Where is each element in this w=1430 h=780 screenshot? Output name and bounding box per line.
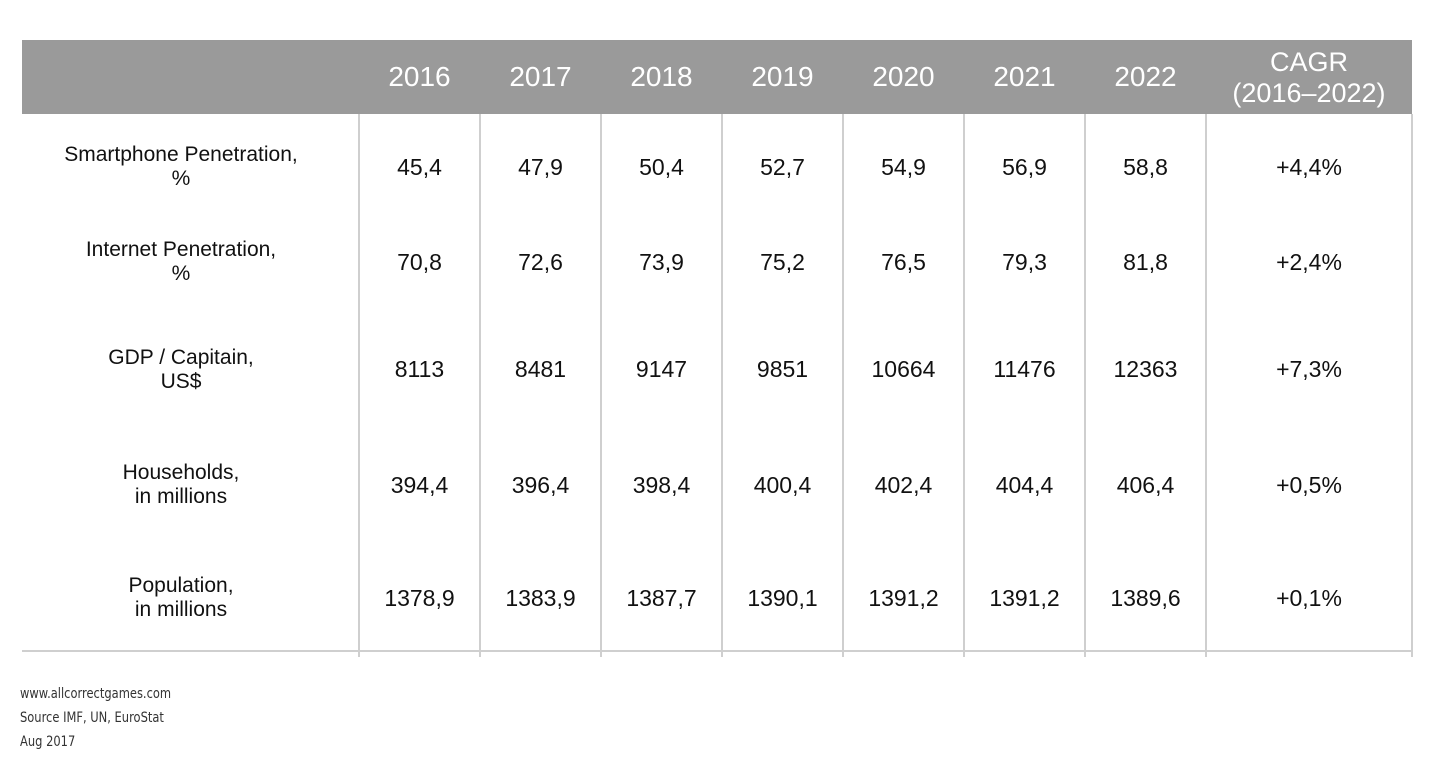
table-cell: 73,9 [600, 208, 722, 316]
table-cell: 45,4 [358, 114, 480, 208]
table-row-gdp-per-capita: GDP / Capitain, US$ 8113 8481 9147 9851 … [22, 316, 1413, 423]
cagr-cell: +0,5% [1205, 423, 1413, 547]
year-header-2017: 2017 [509, 61, 572, 92]
table-cell: 8113 [358, 316, 480, 423]
table-cell: 52,7 [721, 114, 843, 208]
table-row-smartphone-penetration: Smartphone Penetration, % 45,4 47,9 50,4… [22, 114, 1413, 208]
table-cell: 1391,2 [963, 547, 1085, 657]
row-label-line-1: Smartphone Penetration, [64, 143, 298, 166]
row-label-line-1: GDP / Capitain, [108, 345, 254, 369]
row-label: Households, in millions [22, 423, 359, 547]
row-label-line-2: in millions [134, 485, 228, 508]
table-cell: 404,4 [963, 423, 1085, 547]
table-cell: 1390,1 [721, 547, 843, 657]
year-header-2016: 2016 [388, 61, 451, 92]
footer-source: Source IMF, UN, EuroStat [20, 710, 164, 726]
data-table-container: 2016 2017 2018 2019 2020 2021 2022 CAGR … [22, 40, 1413, 657]
cagr-cell: +7,3% [1205, 316, 1413, 423]
table-row-internet-penetration: Internet Penetration, % 70,8 72,6 73,9 7… [22, 208, 1413, 316]
cagr-cell: +4,4% [1205, 114, 1413, 208]
table-cell: 1383,9 [479, 547, 601, 657]
table-row-households: Households, in millions 394,4 396,4 398,… [22, 423, 1413, 547]
cagr-header-title: CAGR [1269, 47, 1348, 77]
table-bottom-divider [22, 650, 1412, 652]
table-cell: 396,4 [479, 423, 601, 547]
table-cell: 402,4 [842, 423, 964, 547]
year-header-2019: 2019 [751, 61, 814, 92]
table-header-row: 2016 2017 2018 2019 2020 2021 2022 CAGR … [22, 40, 1412, 114]
footer-date: Aug 2017 [20, 734, 76, 750]
footer-website: www.allcorrectgames.com [20, 686, 172, 702]
table-cell: 394,4 [358, 423, 480, 547]
cagr-cell: +2,4% [1205, 208, 1413, 316]
table-cell: 1391,2 [842, 547, 964, 657]
header-corner-cell [22, 40, 359, 114]
table-cell: 76,5 [842, 208, 964, 316]
table-cell: 1378,9 [358, 547, 480, 657]
year-header-2020: 2020 [872, 61, 935, 92]
row-label-line-1: Internet Penetration, [85, 238, 277, 261]
year-header-2021: 2021 [993, 61, 1056, 92]
table-cell: 56,9 [963, 114, 1085, 208]
table-cell: 79,3 [963, 208, 1085, 316]
table-cell: 9147 [600, 316, 722, 423]
row-label: Internet Penetration, % [22, 208, 359, 316]
footer-notes: www.allcorrectgames.com Source IMF, UN, … [20, 682, 171, 754]
table-cell: 9851 [721, 316, 843, 423]
row-label: Population, in millions [22, 547, 359, 657]
cagr-cell: +0,1% [1205, 547, 1413, 657]
table-cell: 1389,6 [1084, 547, 1206, 657]
row-label: GDP / Capitain, US$ [22, 316, 359, 423]
table-row-population: Population, in millions 1378,9 1383,9 13… [22, 547, 1413, 657]
table-cell: 10664 [842, 316, 964, 423]
year-header-2022: 2022 [1114, 61, 1177, 92]
cagr-header: CAGR (2016–2022) [1206, 40, 1412, 114]
row-label-line-2: US$ [160, 369, 202, 393]
table-cell: 8481 [479, 316, 601, 423]
table-cell: 12363 [1084, 316, 1206, 423]
table-cell: 81,8 [1084, 208, 1206, 316]
table-cell: 47,9 [479, 114, 601, 208]
row-label-line-2: in millions [134, 598, 228, 621]
table-cell: 70,8 [358, 208, 480, 316]
table-cell: 398,4 [600, 423, 722, 547]
table-cell: 72,6 [479, 208, 601, 316]
table-cell: 1387,7 [600, 547, 722, 657]
year-header-2018: 2018 [630, 61, 693, 92]
row-label-line-2: % [171, 167, 191, 190]
row-label-line-1: Population, [128, 574, 234, 597]
table-cell: 50,4 [600, 114, 722, 208]
table-cell: 406,4 [1084, 423, 1206, 547]
table-cell: 11476 [963, 316, 1085, 423]
table-cell: 54,9 [842, 114, 964, 208]
row-label-line-2: % [171, 262, 191, 285]
table-cell: 75,2 [721, 208, 843, 316]
data-table: 2016 2017 2018 2019 2020 2021 2022 CAGR … [22, 40, 1413, 657]
cagr-header-period: (2016–2022) [1232, 78, 1386, 108]
row-label: Smartphone Penetration, % [22, 114, 359, 208]
table-cell: 400,4 [721, 423, 843, 547]
table-cell: 58,8 [1084, 114, 1206, 208]
row-label-line-1: Households, [122, 461, 240, 484]
